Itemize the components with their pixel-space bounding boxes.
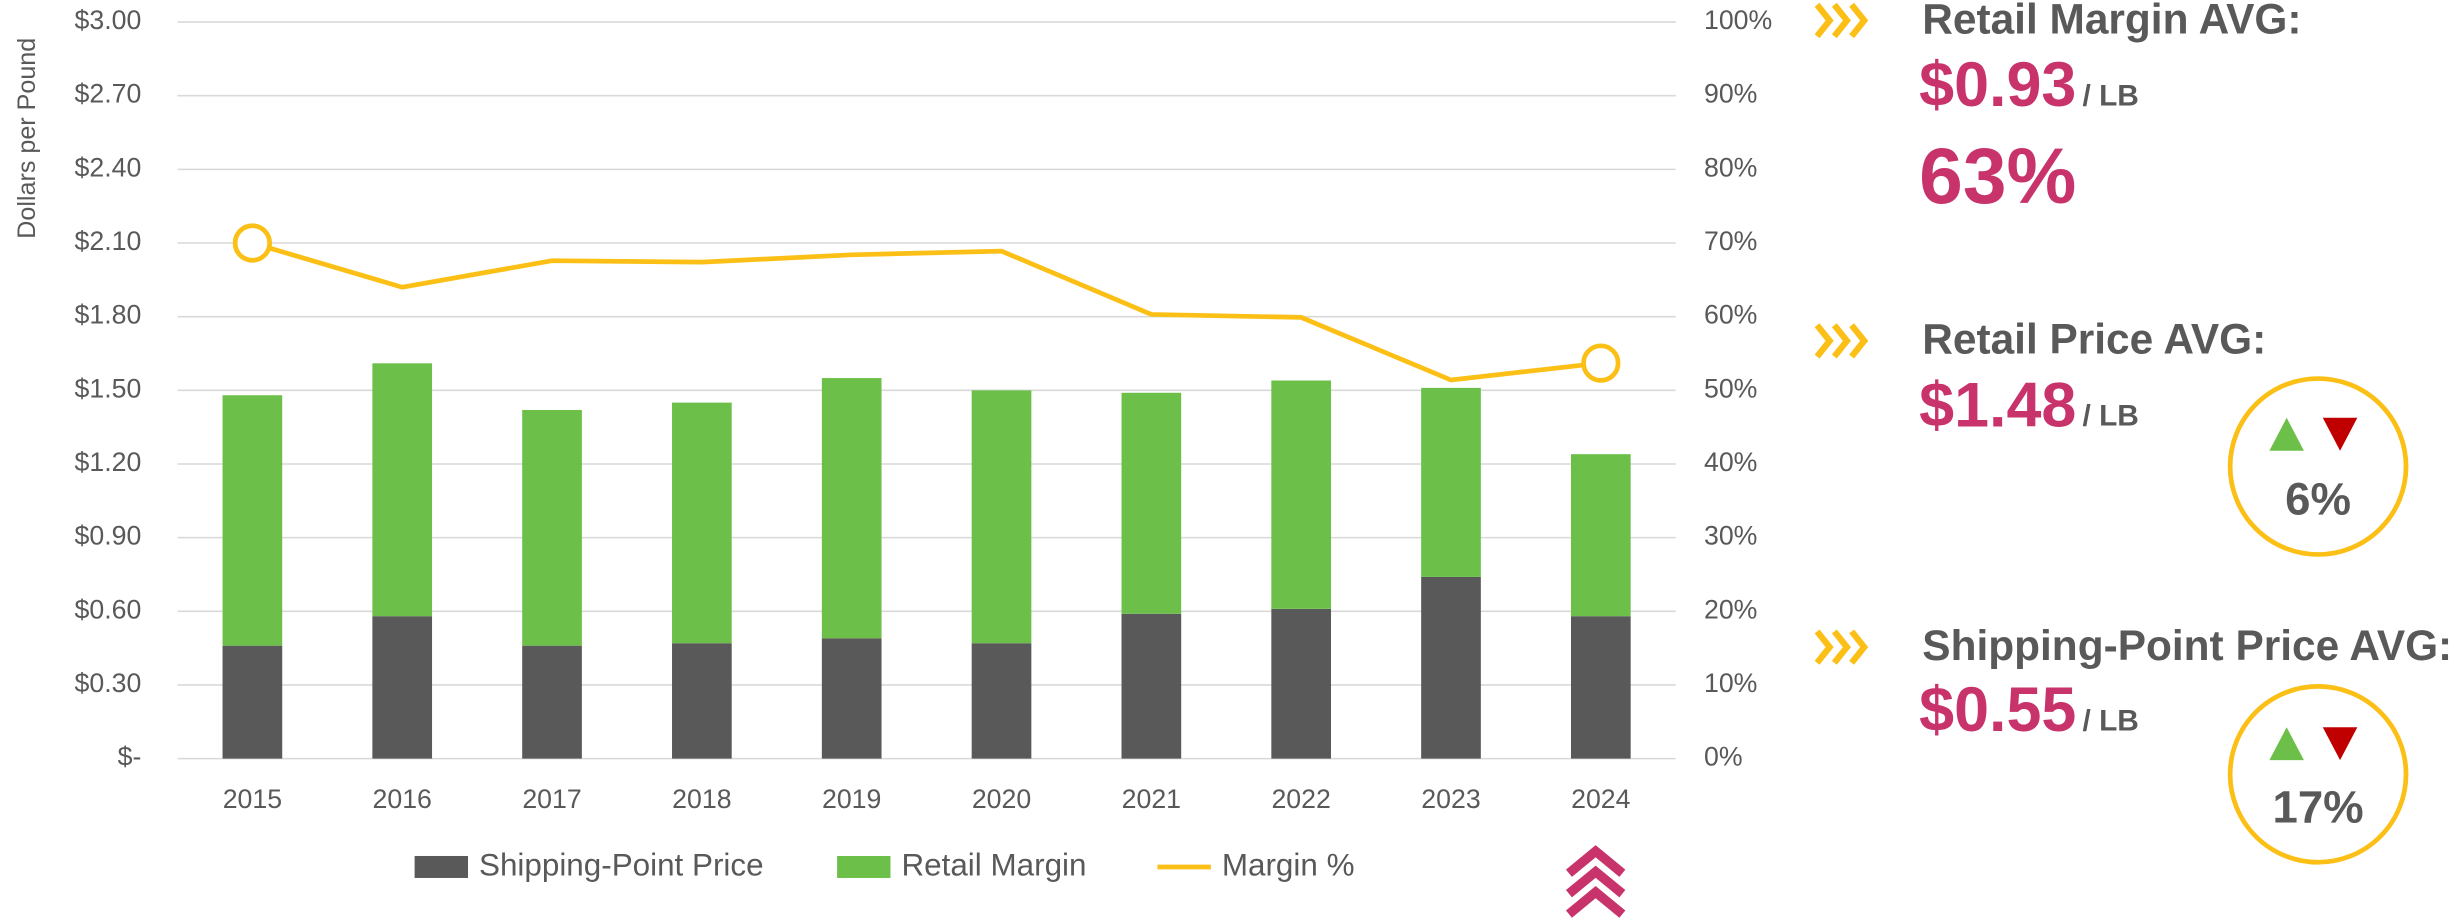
kpi-label: Retail Price AVG: bbox=[1922, 316, 2266, 363]
y2-tick-label: 70% bbox=[1704, 226, 1757, 256]
x-tick-label: 2017 bbox=[522, 784, 581, 814]
bar-segment bbox=[672, 643, 732, 759]
y-axis-title: Dollars per Pound bbox=[13, 38, 41, 239]
x-tick-label: 2016 bbox=[373, 784, 432, 814]
kpi-value: $0.93 bbox=[1919, 50, 2076, 120]
bar-segment bbox=[522, 645, 582, 759]
bar-segment bbox=[1421, 576, 1481, 759]
x-tick-label: 2020 bbox=[972, 784, 1031, 814]
x-tick-label: 2015 bbox=[223, 784, 282, 814]
bar-segment bbox=[971, 390, 1032, 644]
x-tick-label: 2018 bbox=[672, 784, 731, 814]
bar-segment bbox=[372, 616, 433, 759]
kpi-value: $0.55 bbox=[1919, 675, 2076, 745]
bar-segment bbox=[372, 363, 433, 617]
y-tick-label: $- bbox=[118, 742, 142, 772]
bar-segment bbox=[1271, 608, 1332, 759]
legend-swatch bbox=[837, 855, 891, 878]
chevrons bbox=[1814, 2, 1869, 665]
bar-segment bbox=[821, 638, 882, 759]
legend-label: Retail Margin bbox=[901, 847, 1086, 882]
kpi-unit: / LB bbox=[2083, 79, 2139, 112]
y2-tick-label: 0% bbox=[1704, 742, 1743, 772]
kpi-label: Shipping-Point Price AVG: bbox=[1922, 622, 2450, 669]
down-icon bbox=[2322, 417, 2358, 451]
bar-segment bbox=[1421, 387, 1481, 577]
bar-segment bbox=[222, 645, 283, 759]
x-tick-label: 2024 bbox=[1571, 784, 1631, 814]
kpi-percent: 63% bbox=[1919, 132, 2076, 220]
x-tick-label: 2022 bbox=[1271, 784, 1330, 814]
kpi-value: $1.48 bbox=[1919, 371, 2076, 441]
legend-swatch bbox=[414, 855, 469, 878]
y2-tick-label: 90% bbox=[1704, 79, 1757, 109]
line-marker bbox=[1581, 343, 1621, 383]
bar-segment bbox=[971, 643, 1032, 759]
up-icon bbox=[2269, 417, 2304, 451]
bar-segment bbox=[1570, 454, 1631, 617]
bar-segment bbox=[672, 402, 732, 644]
y2-tick-label: 30% bbox=[1704, 521, 1757, 551]
kpi-label: Retail Margin AVG: bbox=[1922, 0, 2301, 42]
bar-segment bbox=[821, 378, 882, 639]
badge bbox=[2227, 376, 2409, 557]
kpi-panel: Retail Margin AVG: $0.93 / LB 63% Retail… bbox=[1814, 0, 2450, 865]
y-tick-label: $3.00 bbox=[75, 5, 142, 35]
legend-label: Margin % bbox=[1222, 847, 1355, 882]
bar-segment bbox=[1570, 616, 1631, 759]
y2-tick-label: 80% bbox=[1704, 152, 1757, 182]
x-tick-label: 2021 bbox=[1122, 784, 1181, 814]
y2-tick-label: 100% bbox=[1704, 5, 1772, 35]
y-tick-label: $2.10 bbox=[75, 226, 142, 256]
bar-segment bbox=[1121, 613, 1182, 759]
y-tick-label: $0.30 bbox=[75, 668, 142, 698]
kpi-change: 17% bbox=[2273, 781, 2364, 832]
x-tick-label: 2023 bbox=[1421, 784, 1480, 814]
y2-tick-label: 50% bbox=[1704, 373, 1757, 403]
kpi-unit: / LB bbox=[2083, 704, 2139, 737]
line-marker bbox=[232, 223, 273, 263]
kpi-unit: / LB bbox=[2083, 400, 2139, 433]
y-tick-label: $1.80 bbox=[75, 300, 142, 330]
scroll-chevrons bbox=[1565, 845, 1626, 918]
y2-tick-label: 40% bbox=[1704, 447, 1757, 477]
bar-segment bbox=[1271, 380, 1332, 609]
kpi-change: 6% bbox=[2285, 474, 2351, 525]
up-icon bbox=[2269, 727, 2304, 761]
y-tick-label: $0.90 bbox=[75, 521, 142, 551]
x-tick-label: 2019 bbox=[822, 784, 881, 814]
y-tick-label: $0.60 bbox=[75, 594, 142, 624]
line-series bbox=[251, 240, 1602, 383]
y-tick-label: $2.40 bbox=[75, 152, 142, 182]
badge bbox=[2227, 684, 2409, 865]
y-tick-label: $2.70 bbox=[75, 79, 142, 109]
bar-segment bbox=[522, 409, 582, 646]
bar-segment bbox=[222, 395, 283, 646]
y2-tick-label: 60% bbox=[1704, 300, 1757, 330]
y2-tick-label: 10% bbox=[1704, 668, 1757, 698]
bar-segment bbox=[1121, 392, 1182, 614]
y-tick-label: $1.50 bbox=[75, 373, 142, 403]
legend-label: Shipping-Point Price bbox=[479, 847, 764, 882]
y2-tick-label: 20% bbox=[1704, 594, 1757, 624]
down-icon bbox=[2322, 727, 2358, 761]
y-tick-label: $1.20 bbox=[75, 447, 142, 477]
